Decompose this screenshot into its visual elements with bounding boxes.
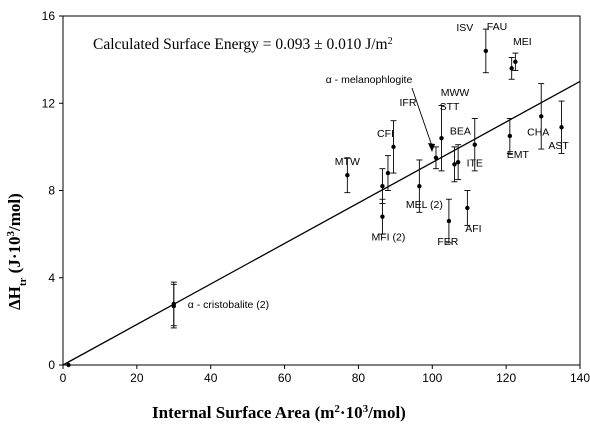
melanophlogite-arrow xyxy=(411,87,433,147)
data-point xyxy=(483,48,489,54)
data-point xyxy=(171,303,176,309)
data-point xyxy=(472,142,477,147)
data-point xyxy=(439,135,444,141)
x-tick-label: 100 xyxy=(422,371,442,385)
data-point xyxy=(507,133,513,139)
data-point xyxy=(417,183,422,189)
annotation-main: Calculated Surface Energy = 0.093 ± 0.01… xyxy=(93,36,388,53)
y-axis-title-sup: 3 xyxy=(5,230,17,236)
y-axis-title-end: /mol) xyxy=(5,193,24,232)
point-label: BEA xyxy=(450,125,471,137)
x-axis-title-sup: 2 xyxy=(334,403,340,415)
data-point xyxy=(452,162,457,167)
point-label: AST xyxy=(548,140,569,152)
y-axis-title-main: ΔH xyxy=(5,286,24,310)
extra-label: FAU xyxy=(487,21,507,33)
extra-label: α - melanophlogite xyxy=(326,74,413,86)
y-tick-label: 12 xyxy=(42,96,56,110)
x-tick-label: 120 xyxy=(496,371,516,385)
x-axis-title-mid: ·10 xyxy=(340,403,363,422)
data-point xyxy=(465,205,470,211)
y-tick-label: 16 xyxy=(42,9,56,23)
point-label: CFI xyxy=(377,128,394,140)
data-point xyxy=(391,144,396,150)
y-tick-label: 4 xyxy=(48,271,55,285)
x-tick-label: 140 xyxy=(570,371,590,385)
point-label: EMT xyxy=(507,149,530,161)
x-tick-label: 60 xyxy=(278,371,292,385)
data-point xyxy=(539,114,544,119)
y-tick-label: 8 xyxy=(48,184,55,198)
point-label: ITE xyxy=(467,158,483,170)
point-label: ISV xyxy=(456,22,473,34)
x-axis-title-sup2: 3 xyxy=(363,403,369,415)
data-point xyxy=(380,214,385,219)
annotation-text: Calculated Surface Energy = 0.093 ± 0.01… xyxy=(93,36,393,54)
point-label: α - cristobalite (2) xyxy=(188,299,269,311)
data-point xyxy=(446,218,452,224)
point-label: STT xyxy=(440,101,460,113)
fit-line xyxy=(62,80,581,366)
melanophlogite-arrowhead xyxy=(428,143,435,152)
data-point xyxy=(345,173,350,178)
point-label: CHA xyxy=(527,126,549,138)
point-label: MEI xyxy=(513,36,532,48)
annotation-sup: 2 xyxy=(388,36,393,47)
plot-area: 0 20 40 60 80 100 120 140 0 4 8 12 16 α - cristobalit… xyxy=(42,9,590,385)
x-tick-label: 40 xyxy=(204,371,218,385)
x-tick-label: 20 xyxy=(130,371,144,385)
data-point xyxy=(380,183,385,189)
point-label: MEL (2) xyxy=(406,199,443,211)
y-axis-title: ΔHtr (J·103/mol) xyxy=(5,193,29,310)
extra-label: MWW xyxy=(441,87,470,99)
point-label: MFI (2) xyxy=(372,232,406,244)
x-tick-label: 0 xyxy=(60,371,67,385)
data-point xyxy=(433,155,439,160)
point-label: FER xyxy=(437,236,458,248)
y-axis-title-sub: tr xyxy=(17,277,29,286)
data-point xyxy=(455,159,461,165)
data-point xyxy=(513,59,518,65)
point-label: MTW xyxy=(335,156,360,168)
data-point xyxy=(509,66,514,71)
point-label: AFI xyxy=(465,223,481,235)
y-axis-title-mid: (J·10 xyxy=(5,236,24,277)
y-tick-label: 0 xyxy=(48,358,55,372)
data-point xyxy=(559,125,564,130)
x-axis-title-end: /mol) xyxy=(367,403,406,422)
x-axis-title-main: Internal Surface Area (m xyxy=(152,403,334,422)
x-axis-title: Internal Surface Area (m2·103/mol) xyxy=(152,403,406,422)
data-point xyxy=(385,170,391,176)
data-point xyxy=(66,362,71,368)
x-tick-label: 80 xyxy=(352,371,366,385)
point-label: IFR xyxy=(400,97,417,109)
